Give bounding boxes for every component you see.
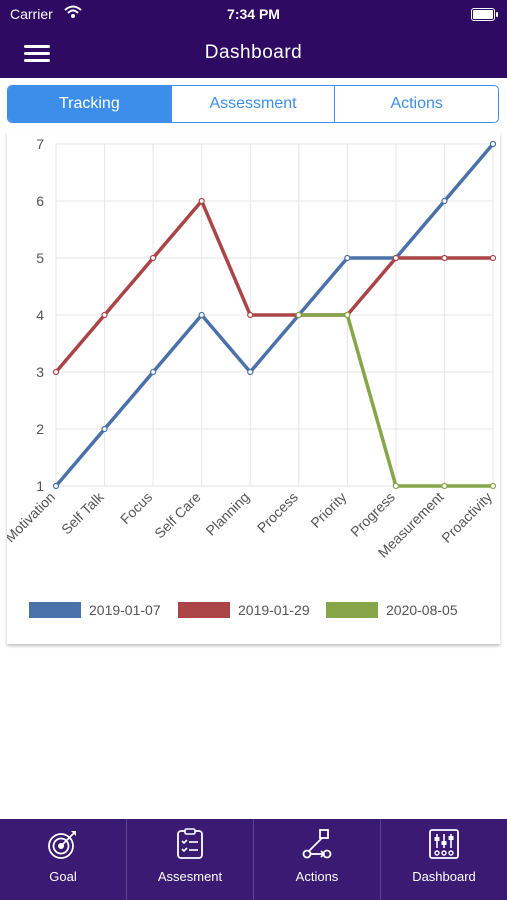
y-tick-label: 7 <box>36 136 44 152</box>
wifi-icon <box>64 5 82 18</box>
nav-assessment-label: Assesment <box>157 869 223 884</box>
battery-icon <box>471 8 498 21</box>
series-point-3 <box>392 482 399 490</box>
tab-tracking[interactable]: Tracking <box>8 86 171 122</box>
series-point-1 <box>101 425 108 433</box>
legend-label-1: 2019-01-07 <box>89 602 161 618</box>
y-tick-label: 3 <box>36 364 44 380</box>
page-title: Dashboard <box>204 42 303 63</box>
workflow-icon <box>302 829 332 859</box>
x-tick-label: Motivation <box>7 489 58 545</box>
nav-dashboard-label: Dashboard <box>412 869 476 884</box>
series-point-2 <box>441 254 448 262</box>
series-point-2 <box>489 254 497 262</box>
legend-swatch-1 <box>29 602 81 618</box>
series-point-2 <box>150 254 157 262</box>
y-tick-label: 5 <box>36 250 44 266</box>
x-tick-label: Planning <box>202 489 252 539</box>
header-bar: Dashboard <box>0 30 507 78</box>
nav-goal-label: Goal <box>49 869 77 884</box>
checklist-icon <box>177 828 203 859</box>
series-point-1 <box>198 311 205 319</box>
chart-card: 1 2 3 4 5 6 7 Motivation Self Talk Focus Self Care… <box>7 132 500 644</box>
series-point-2 <box>247 311 254 319</box>
series-point-1 <box>489 140 497 148</box>
carrier-label: Carrier <box>10 6 53 22</box>
legend-swatch-3 <box>326 602 378 618</box>
bottom-nav: Goal Assesment Actions <box>0 819 507 900</box>
nav-actions[interactable]: Actions <box>253 819 380 900</box>
legend-label-3: 2020-08-05 <box>386 602 458 618</box>
nav-assessment[interactable]: Assesment <box>126 819 253 900</box>
series-point-3 <box>489 482 497 490</box>
clock: 7:34 PM <box>227 6 280 22</box>
series-point-1 <box>52 482 60 490</box>
target-icon <box>48 831 76 859</box>
series-point-1 <box>247 368 254 376</box>
x-tick-label: Self Care <box>151 489 204 542</box>
x-tick-label: Process <box>254 489 301 536</box>
x-tick-label: Priority <box>307 489 349 531</box>
tab-actions[interactable]: Actions <box>334 86 498 122</box>
series-line-1 <box>54 142 495 488</box>
legend-label-2: 2019-01-29 <box>238 602 310 618</box>
nav-goal[interactable]: Goal <box>0 819 126 900</box>
series-point-1 <box>150 368 157 376</box>
series-point-2 <box>52 368 60 376</box>
status-bar: Carrier 7:34 PM <box>0 0 507 30</box>
series-point-2 <box>392 254 399 262</box>
y-tick-label: 1 <box>36 478 44 494</box>
series-point-1 <box>441 197 448 205</box>
segmented-tabs: Tracking Assessment Actions <box>7 85 499 123</box>
series-point-2 <box>198 197 205 205</box>
legend-swatch-2 <box>178 602 230 618</box>
series-line-2 <box>54 199 493 374</box>
x-tick-label: Focus <box>117 489 155 527</box>
x-tick-label: Self Talk <box>58 488 107 537</box>
hamburger-menu-icon[interactable] <box>22 42 52 66</box>
y-tick-label: 6 <box>36 193 44 209</box>
tab-assessment[interactable]: Assessment <box>170 86 335 122</box>
x-tick-label: Progress <box>347 489 398 540</box>
nav-actions-label: Actions <box>295 869 339 884</box>
x-tick-label: Proactivity <box>438 489 495 546</box>
series-point-1 <box>344 254 351 262</box>
nav-dashboard[interactable]: Dashboard <box>380 819 507 900</box>
series-point-3 <box>344 311 351 319</box>
sliders-icon <box>429 829 459 859</box>
y-tick-label: 4 <box>36 307 44 323</box>
y-tick-label: 2 <box>36 421 44 437</box>
series-point-3 <box>441 482 448 490</box>
series-point-2 <box>101 311 108 319</box>
series-point-3 <box>295 311 302 319</box>
